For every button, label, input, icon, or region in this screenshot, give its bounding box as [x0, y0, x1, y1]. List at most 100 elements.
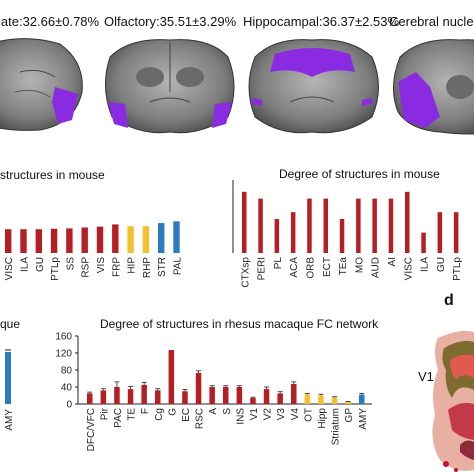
xtick-mouse-HIP: HIP [127, 257, 138, 274]
panel-c-left-bars: AMY [4, 349, 15, 431]
bar-mouse-degree-PERI [258, 198, 263, 253]
xtick-mouse-STR: STR [157, 257, 168, 277]
flat-map [432, 330, 474, 472]
bar-macaque-TE [127, 389, 134, 404]
xtick-macaque-Pir: Pir [99, 407, 110, 420]
bar-macaque-OT [304, 394, 311, 404]
ytick-macaque-40: 40 [61, 383, 73, 394]
brain-label-1: late:32.66±0.78% [0, 14, 100, 29]
xtick-mouse-degree-PL: PL [273, 257, 284, 270]
panel-b-left-title: structures in mouse [0, 168, 105, 182]
bar-mouse-SS [66, 228, 73, 253]
brain-section-4 [393, 39, 474, 135]
bar-macaque-INS [236, 387, 243, 404]
panel-c-right-bars: 0 40 80 120 160 DFC/VFC Pir PAC TE F Cg G EC RSC A S INS… [55, 332, 372, 451]
xtick-macaque-V2: V2 [263, 408, 274, 421]
highlight-region-4 [398, 72, 440, 128]
bar-macaque-left-AMY [5, 352, 11, 404]
highlight-region-2a [108, 102, 128, 128]
bar-mouse-PTLp [50, 228, 58, 253]
ytick-macaque-80: 80 [61, 366, 73, 377]
xtick-mouse-degree-ECT: ECT [322, 257, 333, 277]
xtick-macaque-OT: OT [303, 408, 314, 422]
bar-macaque-A [209, 387, 215, 404]
v1-label: V1 [418, 369, 434, 384]
ytick-macaque-120: 120 [55, 349, 72, 360]
xtick-mouse-SS: SS [65, 257, 76, 271]
panel-c-left-title: que [0, 317, 21, 331]
xtick-mouse-degree-ORB: ORB [305, 257, 316, 279]
xtick-mouse-FRP: FRP [111, 257, 122, 277]
xtick-mouse-RSP: RSP [81, 257, 92, 278]
xtick-macaque-Hipp: Hipp [317, 408, 328, 429]
bar-macaque-F [141, 384, 147, 404]
bar-macaque-V4 [291, 384, 297, 404]
bar-mouse-degree-AUD [372, 198, 377, 253]
xtick-mouse-degree-CTXsp: CTXsp [240, 257, 251, 288]
xtick-mouse-degree-GU: GU [436, 257, 447, 272]
xtick-macaque-AMY: AMY [358, 408, 369, 430]
bar-macaque-EC [182, 391, 188, 404]
xtick-macaque-DFC/VFC: DFC/VFC [86, 408, 97, 451]
xtick-macaque-RSC: RSC [195, 408, 206, 429]
panel-b-right-title: Degree of structures in mouse [279, 167, 440, 181]
bar-macaque-RSC [195, 372, 202, 404]
brain-label-4: Cerebral nuclei:42 [389, 14, 474, 29]
xtick-mouse-PTLp: PTLp [50, 257, 61, 281]
panel-b-chart: VISC ILA GU PTLp SS RSP VIS FRP HIP RHP STR PAL CTX… [4, 180, 463, 288]
xtick-macaque-S: S [222, 408, 233, 415]
bar-macaque-DFC/VFC [87, 393, 93, 404]
bar-mouse-FRP [112, 224, 119, 253]
bar-macaque-GP [345, 401, 351, 404]
highlight-region-1 [52, 87, 78, 124]
highlight-region-2b [212, 102, 232, 128]
bar-macaque-V1 [250, 398, 256, 404]
brain-section-2 [105, 39, 235, 134]
bar-mouse-degree-PL [274, 219, 280, 253]
flat-map-marker [443, 461, 449, 467]
bar-mouse-degree-AI [388, 198, 394, 253]
xtick-macaque-A: A [208, 408, 219, 415]
bar-macaque-Hipp [318, 395, 324, 404]
bar-mouse-degree-VISC [405, 191, 410, 253]
bar-mouse-HIP [127, 226, 134, 253]
bar-mouse-degree-TEa [339, 219, 345, 253]
xtick-macaque-Cg: Cg [154, 408, 165, 421]
xtick-mouse-VISC: VISC [4, 257, 15, 280]
bar-macaque-PAC [114, 387, 120, 404]
bar-mouse-degree-ACA [290, 212, 296, 253]
bar-mouse-degree-CTXsp [242, 191, 247, 253]
xtick-macaque-GP: GP [344, 408, 355, 423]
panel-b-right-bars: CTXsp PERI PL ACA ORB ECT TEa MO AUD AI VISC ILA GU P… [232, 180, 463, 288]
xtick-macaque-PAC: PAC [113, 408, 124, 428]
ytick-macaque-160: 160 [55, 332, 72, 343]
ytick-macaque-0: 0 [66, 400, 72, 411]
xtick-mouse-degree-PTLp: PTLp [452, 257, 463, 281]
bar-macaque-Striatum [331, 397, 338, 404]
xtick-macaque-V3: V3 [276, 408, 287, 421]
xtick-mouse-degree-PERI: PERI [257, 257, 268, 280]
bar-macaque-S [223, 387, 229, 404]
bar-mouse-VISC [5, 229, 12, 253]
bar-macaque-G [168, 350, 175, 404]
xtick-macaque-left-AMY: AMY [4, 409, 15, 431]
brain-sections [0, 38, 474, 135]
xtick-macaque-TE: TE [127, 408, 138, 421]
xtick-mouse-degree-MO: MO [354, 257, 365, 273]
xtick-macaque-INS: INS [235, 408, 246, 425]
flat-map-region [448, 402, 474, 440]
bar-macaque-Cg [155, 390, 161, 404]
bar-mouse-RSP [81, 227, 88, 253]
xtick-macaque-Striatum: Striatum [331, 408, 342, 445]
bar-mouse-STR [158, 223, 165, 253]
xtick-mouse-degree-ILA: ILA [420, 257, 431, 272]
brain-section-1 [0, 38, 83, 131]
bar-mouse-PAL [173, 221, 180, 253]
xtick-mouse-degree-ACA: ACA [289, 257, 300, 278]
bar-macaque-Pir [100, 390, 107, 404]
brain-label-2: Olfactory:35.51±3.29% [104, 14, 237, 29]
xtick-macaque-EC: EC [181, 408, 192, 422]
bar-mouse-degree-PTLp [453, 212, 459, 253]
xtick-mouse-degree-AI: AI [387, 257, 398, 266]
